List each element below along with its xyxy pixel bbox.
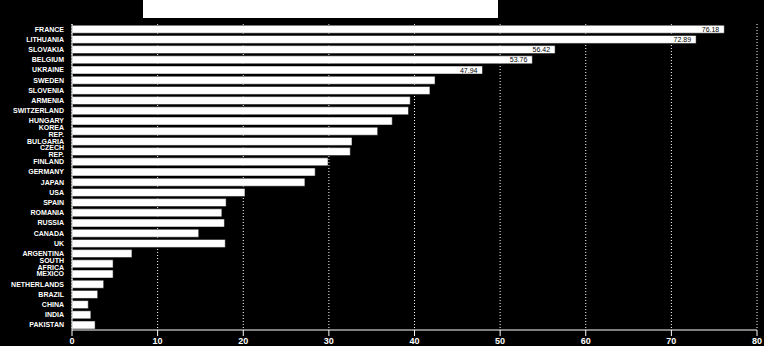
svg-text:CHINA: CHINA — [42, 301, 64, 308]
svg-text:70: 70 — [666, 336, 676, 346]
svg-text:60: 60 — [581, 336, 591, 346]
svg-text:20: 20 — [238, 336, 248, 346]
svg-text:ARMENIA: ARMENIA — [31, 97, 64, 104]
svg-text:40: 40 — [409, 336, 419, 346]
svg-text:BELGIUM: BELGIUM — [32, 56, 64, 63]
svg-text:47.94: 47.94 — [460, 67, 478, 74]
svg-text:SLOVAKIA: SLOVAKIA — [28, 46, 64, 53]
svg-text:LITHUANIA: LITHUANIA — [26, 36, 64, 43]
svg-text:50: 50 — [495, 336, 505, 346]
svg-text:MEXICO: MEXICO — [36, 270, 64, 277]
svg-text:0: 0 — [69, 336, 74, 346]
svg-text:SWITZERLAND: SWITZERLAND — [13, 107, 64, 114]
svg-text:INDIA: INDIA — [45, 311, 64, 318]
svg-text:HUNGARY: HUNGARY — [28, 117, 64, 125]
svg-text:FINLAND: FINLAND — [33, 158, 64, 165]
svg-text:53.76: 53.76 — [510, 56, 528, 63]
svg-text:UKRAINE: UKRAINE — [32, 66, 64, 73]
svg-text:PAKISTAN: PAKISTAN — [29, 321, 64, 328]
svg-text:GERMANY: GERMANY — [28, 168, 64, 175]
svg-text:USA: USA — [49, 189, 64, 196]
svg-text:UK: UK — [54, 240, 64, 247]
svg-text:80: 80 — [752, 336, 756, 346]
svg-text:NETHERLANDS: NETHERLANDS — [11, 281, 64, 288]
svg-text:SLOVENIA: SLOVENIA — [28, 87, 64, 94]
svg-text:76.18: 76.18 — [702, 26, 720, 33]
svg-text:RUSSIA: RUSSIA — [38, 219, 64, 226]
svg-text:ARGENTINA: ARGENTINA — [22, 250, 64, 257]
svg-text:BRAZIL: BRAZIL — [38, 291, 64, 298]
svg-text:72.89: 72.89 — [674, 36, 692, 43]
svg-text:SPAIN: SPAIN — [43, 199, 64, 206]
svg-text:ROMANIA: ROMANIA — [31, 209, 64, 216]
svg-text:FRANCE: FRANCE — [35, 26, 64, 33]
svg-text:CZECHREP.: CZECHREP. — [40, 144, 64, 158]
svg-text:BULGARIA: BULGARIA — [27, 137, 64, 145]
svg-text:SOUTHAFRICA: SOUTHAFRICA — [38, 257, 64, 271]
svg-text:30: 30 — [324, 336, 334, 346]
svg-text:56.42: 56.42 — [533, 46, 551, 53]
svg-text:10: 10 — [153, 336, 163, 346]
svg-text:KOREAREP.: KOREAREP. — [39, 124, 64, 138]
svg-text:CANADA: CANADA — [34, 230, 64, 237]
svg-text:JAPAN: JAPAN — [41, 179, 64, 186]
svg-text:SWEDEN: SWEDEN — [33, 77, 64, 84]
